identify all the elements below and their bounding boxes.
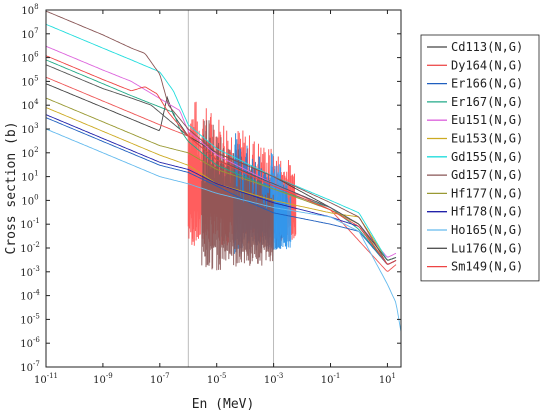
x-tick-label-6: 101 xyxy=(379,372,396,386)
legend-label-12: Sm149(N,G) xyxy=(451,260,523,274)
y-tick-label-15: 108 xyxy=(21,3,38,17)
legend-label-4: Eu151(N,G) xyxy=(451,113,523,127)
y-tick-label-3: 10-4 xyxy=(20,289,40,303)
plot-frame xyxy=(45,9,402,368)
legend-label-2: Er166(N,G) xyxy=(451,77,523,91)
y-tick-label-2: 10-5 xyxy=(20,312,40,326)
x-axis-label: En (MeV) xyxy=(192,397,255,412)
legend-label-1: Dy164(N,G) xyxy=(451,58,523,72)
y-axis: 10-7 10-6 10-5 10-4 10-3 10-2 10-1 100 101 102 103… xyxy=(20,3,401,374)
y-tick-label-12: 105 xyxy=(21,74,38,88)
y-tick-label-5: 10-2 xyxy=(20,241,40,255)
x-tick-label-0: 10-11 xyxy=(34,372,58,386)
y-axis-label: Cross section (b) xyxy=(4,121,19,254)
y-tick-label-6: 10-1 xyxy=(20,217,40,231)
legend-label-11: Lu176(N,G) xyxy=(451,241,523,255)
y-tick-label-1: 10-6 xyxy=(20,336,40,350)
series-lines xyxy=(46,10,401,332)
y-tick-label-9: 102 xyxy=(21,146,38,160)
y-tick-label-4: 10-3 xyxy=(20,265,40,279)
legend-label-6: Gd155(N,G) xyxy=(451,150,523,164)
legend-box xyxy=(420,34,540,282)
series-line-9 xyxy=(46,114,397,265)
series-line-2 xyxy=(46,117,397,265)
x-tick-label-1: 10-9 xyxy=(93,372,113,386)
legend: Cd113(N,G) Dy164(N,G) Er166(N,G) Er167(N,G)… xyxy=(420,34,540,282)
y-tick-label-14: 107 xyxy=(21,27,38,41)
series-line-10 xyxy=(46,128,401,332)
y-tick-label-0: 10-7 xyxy=(20,360,40,374)
series-line-7 xyxy=(46,10,397,265)
y-tick-label-13: 106 xyxy=(21,51,39,65)
legend-label-7: Gd157(N,G) xyxy=(451,168,523,182)
series-line-12 xyxy=(46,55,397,265)
x-tick-label-5: 10-1 xyxy=(321,372,341,386)
y-tick-label-11: 104 xyxy=(21,98,39,112)
legend-label-8: Hf177(N,G) xyxy=(451,186,523,200)
y-tick-label-7: 100 xyxy=(21,193,38,207)
resonance-band-2 xyxy=(270,153,292,251)
resonance-band-3 xyxy=(201,120,274,271)
legend-label-3: Er167(N,G) xyxy=(451,95,523,109)
legend-label-5: Eu153(N,G) xyxy=(451,132,523,146)
series-line-8 xyxy=(46,97,397,265)
x-axis: 10-11 10-9 10-7 10-5 10-3 10-1 101 xyxy=(34,10,396,386)
x-tick-label-3: 10-5 xyxy=(207,372,227,386)
y-tick-label-10: 103 xyxy=(21,122,38,136)
resonance-bands xyxy=(187,101,297,271)
legend-label-10: Ho165(N,G) xyxy=(451,223,523,237)
x-tick-label-2: 10-7 xyxy=(150,372,170,386)
series-line-6 xyxy=(46,23,397,261)
y-tick-label-8: 101 xyxy=(21,170,38,184)
legend-label-9: Hf178(N,G) xyxy=(451,205,523,219)
x-tick-label-4: 10-3 xyxy=(264,372,284,386)
legend-label-0: Cd113(N,G) xyxy=(451,40,523,54)
